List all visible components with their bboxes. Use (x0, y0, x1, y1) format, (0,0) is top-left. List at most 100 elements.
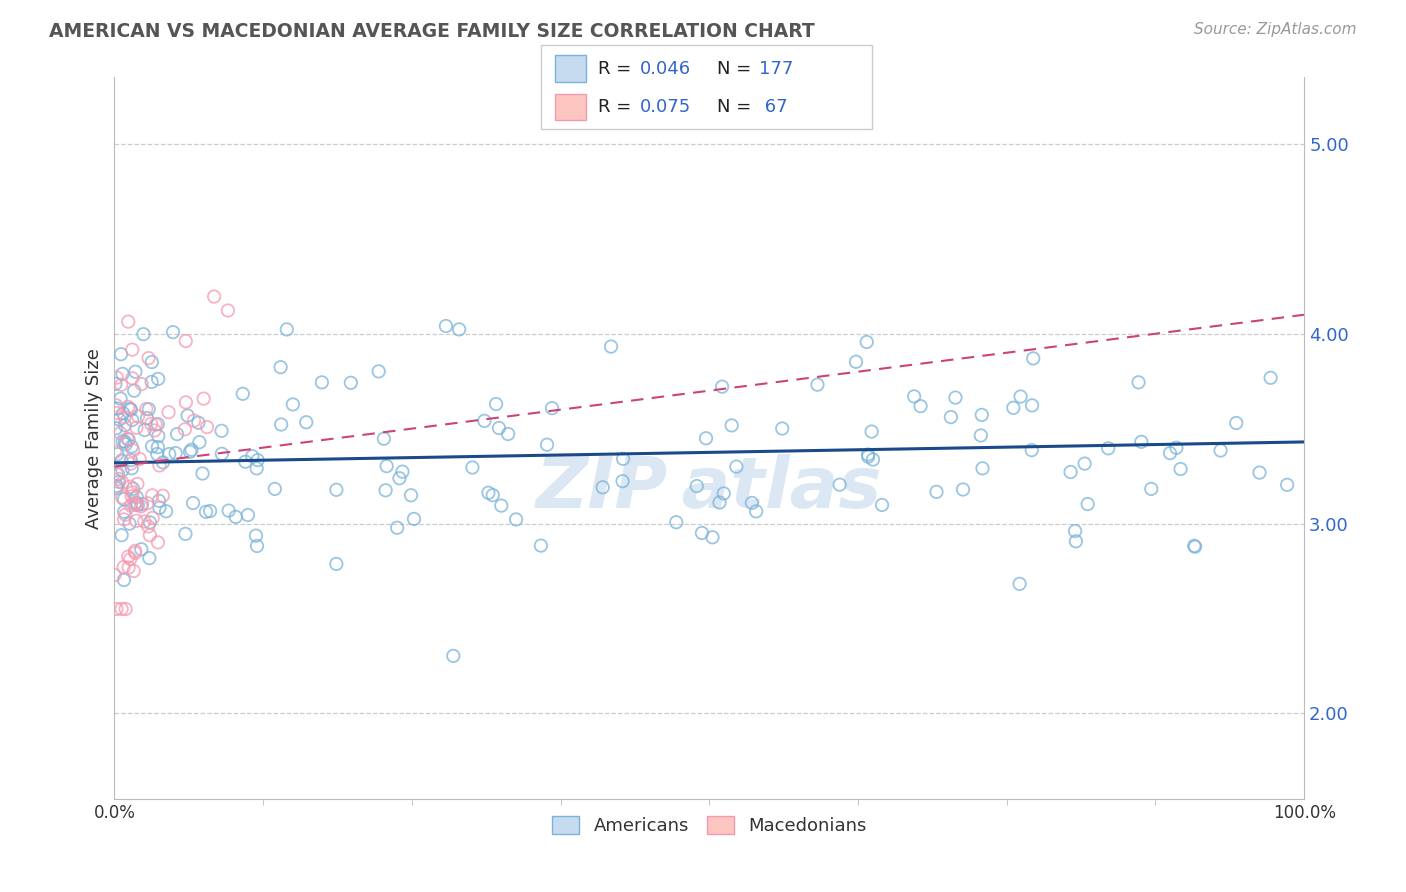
Point (114, 437, 136, 451)
Point (112, 573, 135, 587)
Point (131, 497, 153, 511)
Point (541, 401, 564, 416)
Point (138, 551, 160, 566)
Text: 67: 67 (759, 98, 787, 116)
Text: N =: N = (717, 60, 756, 78)
Y-axis label: Average Family Size: Average Family Size (86, 348, 103, 529)
Point (162, 325, 184, 339)
Point (311, 376, 333, 390)
Point (855, 334, 877, 349)
Point (240, 449, 263, 463)
Point (441, 648, 464, 663)
Legend: Americans, Macedonians: Americans, Macedonians (543, 806, 876, 844)
Point (112, 560, 135, 574)
Point (939, 410, 962, 425)
Point (695, 431, 717, 445)
Point (114, 434, 136, 449)
Point (276, 322, 298, 336)
Point (105, 447, 128, 461)
Text: 0.046: 0.046 (640, 60, 690, 78)
Point (146, 535, 169, 549)
Point (120, 499, 142, 513)
Point (263, 482, 285, 496)
Point (141, 417, 163, 431)
Point (136, 496, 159, 510)
Point (131, 377, 153, 392)
Point (121, 461, 143, 475)
Point (176, 409, 198, 423)
Point (910, 399, 932, 413)
Point (246, 461, 269, 475)
Point (117, 400, 139, 414)
Point (114, 418, 136, 433)
Point (125, 490, 148, 504)
Point (125, 421, 148, 435)
Point (449, 322, 471, 336)
Point (725, 459, 748, 474)
Point (135, 402, 157, 417)
Point (112, 492, 135, 507)
Point (117, 432, 139, 446)
Point (1073, 457, 1095, 471)
Point (925, 484, 948, 499)
Point (388, 471, 411, 485)
Point (281, 397, 304, 411)
Point (391, 465, 413, 479)
Point (485, 397, 508, 411)
Point (136, 519, 159, 533)
Point (770, 421, 793, 435)
Point (141, 488, 163, 502)
Point (856, 447, 879, 461)
Point (141, 355, 163, 369)
Point (179, 444, 201, 458)
Point (374, 483, 396, 498)
Point (690, 526, 713, 541)
Point (117, 315, 139, 329)
Point (1275, 478, 1298, 492)
Point (1064, 534, 1087, 549)
Point (112, 505, 135, 519)
Point (191, 467, 214, 481)
Point (181, 496, 204, 510)
Point (108, 412, 131, 426)
Point (157, 447, 180, 461)
Point (122, 482, 145, 496)
Point (152, 489, 174, 503)
Point (125, 498, 148, 512)
Point (1021, 398, 1043, 412)
Point (118, 433, 141, 447)
Point (385, 521, 408, 535)
Point (174, 334, 197, 348)
Point (141, 375, 163, 389)
Point (124, 365, 146, 379)
Point (174, 395, 197, 409)
Point (235, 455, 257, 469)
Point (124, 546, 146, 560)
Point (112, 406, 135, 420)
Point (110, 392, 132, 406)
Point (165, 446, 187, 460)
Point (481, 488, 503, 502)
Point (138, 351, 160, 365)
Point (121, 371, 143, 385)
Point (195, 505, 218, 519)
Point (373, 432, 395, 446)
Point (120, 453, 142, 467)
Point (105, 421, 128, 435)
Point (145, 417, 167, 432)
Point (139, 528, 162, 542)
Point (1008, 577, 1031, 591)
Point (461, 460, 484, 475)
Point (110, 453, 132, 467)
Point (686, 479, 709, 493)
Point (1002, 401, 1025, 415)
Point (114, 508, 136, 522)
Point (131, 542, 153, 557)
Point (120, 480, 142, 494)
Point (236, 508, 259, 522)
Point (146, 440, 169, 454)
Point (148, 500, 170, 515)
Point (741, 496, 763, 510)
Point (107, 472, 129, 486)
Text: N =: N = (717, 98, 756, 116)
